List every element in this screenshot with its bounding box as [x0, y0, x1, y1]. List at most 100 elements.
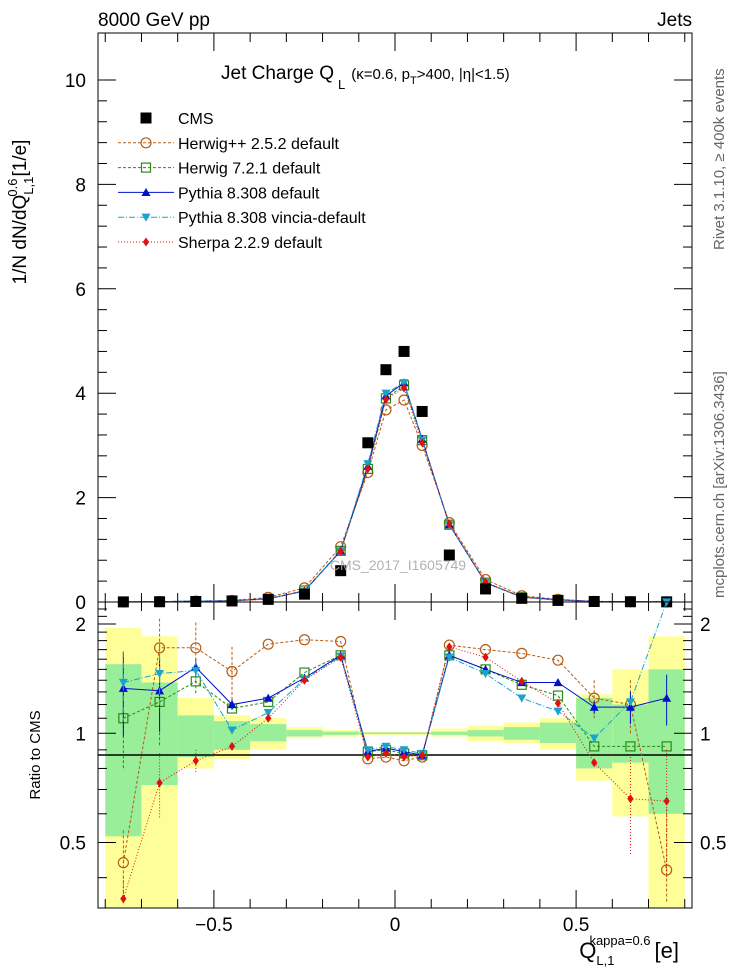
- legend-entry: Herwig 7.2.1 default: [118, 161, 321, 178]
- ratio-y-tick-label: 0.5: [60, 834, 86, 855]
- ratio-point: [227, 700, 237, 709]
- legend-label: Pythia 8.308 default: [178, 185, 320, 202]
- data-point: [446, 519, 453, 529]
- main-y-label: 1/N dN/dQL,10.6[1/e]: [5, 140, 36, 285]
- data-point: [399, 379, 409, 388]
- data-point: [516, 592, 528, 604]
- legend-label: Sherpa 2.2.9 default: [178, 235, 323, 252]
- ratio-point: [192, 756, 199, 766]
- ratio-point: [516, 647, 528, 659]
- main-series-herwig-2-5-2-default: [117, 394, 673, 608]
- ratio-point: [190, 642, 202, 654]
- ratio-point: [627, 794, 634, 804]
- data-point: [588, 595, 600, 607]
- ratio-point: [552, 654, 564, 666]
- ratio-point: [191, 666, 201, 675]
- ratio-point: [663, 796, 670, 806]
- ratio-point: [517, 694, 527, 703]
- ratio-y-label: Ratio to CMS: [27, 710, 44, 799]
- data-point: [480, 583, 492, 595]
- ratio-point: [381, 742, 391, 751]
- ratio-point: [226, 665, 238, 678]
- ratio-point: [155, 670, 165, 679]
- ratio-point: [382, 748, 390, 758]
- legend-marker: [141, 187, 151, 196]
- stat-uncertainty-band: [358, 732, 377, 735]
- ratio-point: [156, 778, 163, 788]
- legend-marker: [140, 112, 152, 124]
- ratio-point: [263, 693, 273, 702]
- ratio-y-tick-label-right: 1: [700, 724, 711, 745]
- ratio-point: [625, 702, 635, 711]
- main-panel: 0 2 4 6 8 10 Jet Charge QL(κ=0.6, pT>400, |η|…: [5, 32, 693, 614]
- ratio-point: [262, 638, 274, 650]
- legend-marker: [141, 213, 151, 222]
- ratio-point: [337, 652, 344, 662]
- x-tick-label: 0: [390, 915, 401, 936]
- legend-entry: CMS: [140, 111, 214, 128]
- stat-uncertainty-band: [376, 732, 395, 735]
- main-y-tick-label: 8: [75, 175, 86, 196]
- ratio-point: [625, 741, 636, 752]
- main-axis-ticks: 0 2 4 6 8 10: [65, 33, 692, 614]
- stat-uncertainty-band: [322, 731, 359, 735]
- ratio-panel: 0.5 0.5 1 1 2 2 −0.5 0 0.5 Ratio to CMS QL,1kapp…: [27, 598, 726, 968]
- ratio-point: [481, 670, 491, 679]
- stat-uncertainty-band: [431, 731, 468, 735]
- stat-uncertainty-band: [250, 724, 287, 742]
- legend-entry: Pythia 8.308 vincia-default: [118, 210, 366, 227]
- ratio-series-sherpa-2-2-9-default: [120, 642, 670, 904]
- watermark: CMS_2017_I1605749: [330, 557, 466, 573]
- ratio-point: [265, 713, 272, 723]
- ratio-series-layer: [117, 598, 673, 904]
- x-tick-label: −0.5: [195, 915, 233, 936]
- legend-label: Herwig++ 2.5.2 default: [178, 136, 340, 153]
- main-title: Jet Charge QL(κ=0.6, pT>400, |η|<1.5): [221, 63, 510, 92]
- side-label-top: Rivet 3.1.10, ≥ 400k events: [711, 68, 728, 250]
- ratio-point: [444, 653, 454, 662]
- ratio-point: [518, 676, 525, 686]
- ratio-point: [591, 758, 598, 768]
- ratio-point: [662, 693, 672, 702]
- ratio-line: [123, 654, 667, 756]
- data-point: [226, 595, 238, 607]
- data-point: [400, 383, 408, 393]
- ratio-point: [446, 642, 453, 652]
- data-point: [381, 389, 391, 398]
- ratio-frame: [97, 601, 693, 909]
- data-point: [298, 588, 310, 600]
- ratio-line: [122, 639, 668, 871]
- ratio-point: [120, 894, 127, 904]
- ratio-point: [553, 678, 563, 687]
- ratio-point: [118, 678, 128, 688]
- ratio-point: [228, 741, 236, 751]
- ratio-point: [227, 726, 237, 735]
- legend: CMS Herwig++ 2.5.2 default Herwig 7.2.1 de…: [118, 111, 366, 252]
- data-point: [419, 438, 426, 448]
- legend-entry: Pythia 8.308 default: [118, 185, 320, 202]
- stat-uncertainty-band: [413, 732, 432, 735]
- data-point: [380, 404, 392, 416]
- stat-uncertainty-band: [503, 727, 540, 740]
- data-point: [416, 405, 428, 417]
- legend-label: Herwig 7.2.1 default: [178, 161, 321, 178]
- ratio-point: [482, 652, 489, 662]
- ratio-x-label: QL,1kappa=0.6 [e]: [579, 933, 679, 968]
- ratio-point: [400, 752, 408, 762]
- ratio-axis-ticks: 0.5 0.5 1 1 2 2 −0.5 0 0.5: [60, 602, 726, 936]
- ratio-point: [301, 675, 308, 685]
- data-point: [337, 546, 344, 556]
- data-point: [262, 593, 274, 605]
- data-point: [398, 345, 410, 357]
- ratio-point: [589, 702, 599, 711]
- legend-marker: [140, 162, 152, 173]
- stat-uncertainty-band: [467, 730, 504, 737]
- ratio-y-tick-label: 2: [75, 615, 86, 636]
- ratio-point: [263, 709, 273, 718]
- ratio-point: [661, 741, 672, 752]
- ratio-point: [625, 698, 635, 707]
- ratio-point: [419, 750, 426, 760]
- ratio-point: [117, 857, 129, 869]
- main-y-tick-label: 2: [75, 489, 86, 510]
